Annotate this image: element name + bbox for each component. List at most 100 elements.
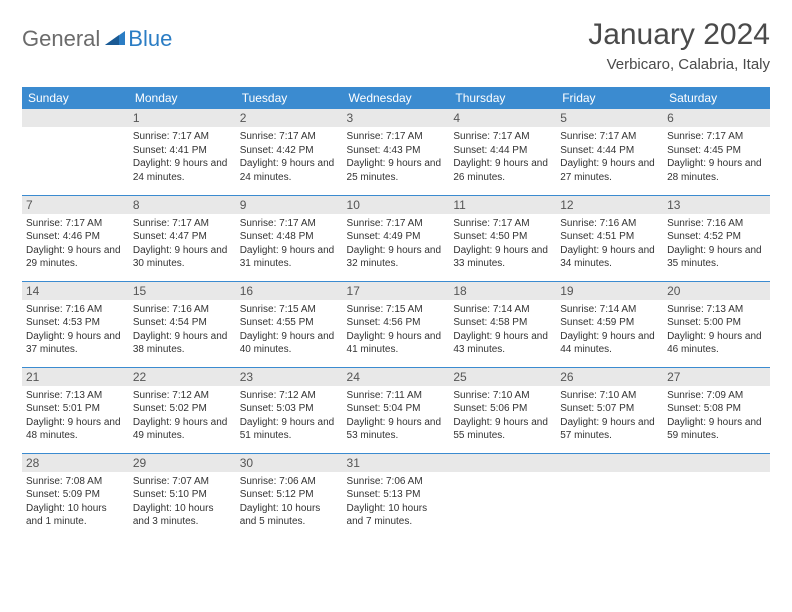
- sunrise-text: Sunrise: 7:08 AM: [26, 475, 125, 489]
- day-info: Sunrise: 7:13 AMSunset: 5:01 PMDaylight:…: [26, 389, 125, 443]
- daylight-text: Daylight: 9 hours and 57 minutes.: [560, 416, 659, 443]
- calendar-day-cell: 24Sunrise: 7:11 AMSunset: 5:04 PMDayligh…: [343, 367, 450, 453]
- sunset-text: Sunset: 5:09 PM: [26, 488, 125, 502]
- sunrise-text: Sunrise: 7:15 AM: [347, 303, 446, 317]
- day-number: 28: [22, 454, 129, 472]
- daylight-text: Daylight: 9 hours and 25 minutes.: [347, 157, 446, 184]
- sunrise-text: Sunrise: 7:17 AM: [347, 217, 446, 231]
- sunrise-text: Sunrise: 7:17 AM: [347, 130, 446, 144]
- daylight-text: Daylight: 9 hours and 35 minutes.: [667, 244, 766, 271]
- day-number: 18: [449, 282, 556, 300]
- day-info: Sunrise: 7:06 AMSunset: 5:12 PMDaylight:…: [240, 475, 339, 529]
- calendar-day-cell: 11Sunrise: 7:17 AMSunset: 4:50 PMDayligh…: [449, 195, 556, 281]
- day-info: Sunrise: 7:15 AMSunset: 4:55 PMDaylight:…: [240, 303, 339, 357]
- sunrise-text: Sunrise: 7:17 AM: [453, 130, 552, 144]
- calendar-day-cell: 21Sunrise: 7:13 AMSunset: 5:01 PMDayligh…: [22, 367, 129, 453]
- day-number: 16: [236, 282, 343, 300]
- calendar-day-cell: 23 Sunrise: 7:12 AMSunset: 5:03 PMDayligh…: [236, 367, 343, 453]
- calendar-day-cell: 17Sunrise: 7:15 AMSunset: 4:56 PMDayligh…: [343, 281, 450, 367]
- day-number: 9: [236, 196, 343, 214]
- sunrise-text: Sunrise: 7:07 AM: [133, 475, 232, 489]
- calendar-day-cell: 20Sunrise: 7:13 AMSunset: 5:00 PMDayligh…: [663, 281, 770, 367]
- weekday-header-row: Sunday Monday Tuesday Wednesday Thursday…: [22, 87, 770, 109]
- sunset-text: Sunset: 5:08 PM: [667, 402, 766, 416]
- day-info: Sunrise: 7:17 AMSunset: 4:45 PMDaylight:…: [667, 130, 766, 184]
- daylight-text: Daylight: 9 hours and 32 minutes.: [347, 244, 446, 271]
- day-number: 11: [449, 196, 556, 214]
- day-info: Sunrise: 7:08 AMSunset: 5:09 PMDaylight:…: [26, 475, 125, 529]
- day-info: Sunrise: 7:12 AMSunset: 5:03 PMDaylight:…: [240, 389, 339, 443]
- sunrise-text: Sunrise: 7:17 AM: [240, 217, 339, 231]
- day-number: 22: [129, 368, 236, 386]
- daylight-text: Daylight: 10 hours and 5 minutes.: [240, 502, 339, 529]
- calendar-day-cell: [449, 453, 556, 539]
- calendar-day-cell: 27Sunrise: 7:09 AMSunset: 5:08 PMDayligh…: [663, 367, 770, 453]
- sunrise-text: Sunrise: 7:13 AM: [26, 389, 125, 403]
- day-number: 31: [343, 454, 450, 472]
- sunrise-text: Sunrise: 7:17 AM: [240, 130, 339, 144]
- sunset-text: Sunset: 4:50 PM: [453, 230, 552, 244]
- day-number: 26: [556, 368, 663, 386]
- location-label: Verbicaro, Calabria, Italy: [588, 56, 770, 73]
- day-number: 20: [663, 282, 770, 300]
- calendar-day-cell: 2Sunrise: 7:17 AMSunset: 4:42 PMDaylight…: [236, 109, 343, 195]
- daylight-text: Daylight: 9 hours and 38 minutes.: [133, 330, 232, 357]
- calendar-day-cell: 26 Sunrise: 7:10 AMSunset: 5:07 PMDayligh…: [556, 367, 663, 453]
- sunrise-text: Sunrise: 7:17 AM: [453, 217, 552, 231]
- daylight-text: Daylight: 9 hours and 24 minutes.: [133, 157, 232, 184]
- sunset-text: Sunset: 4:47 PM: [133, 230, 232, 244]
- day-info: Sunrise: 7:17 AMSunset: 4:42 PMDaylight:…: [240, 130, 339, 184]
- sunset-text: Sunset: 4:48 PM: [240, 230, 339, 244]
- calendar-day-cell: 4Sunrise: 7:17 AMSunset: 4:44 PMDaylight…: [449, 109, 556, 195]
- daylight-text: Daylight: 9 hours and 28 minutes.: [667, 157, 766, 184]
- day-info: Sunrise: 7:16 AMSunset: 4:53 PMDaylight:…: [26, 303, 125, 357]
- sunrise-text: Sunrise: 7:15 AM: [240, 303, 339, 317]
- day-info: Sunrise: 7:17 AMSunset: 4:47 PMDaylight:…: [133, 217, 232, 271]
- sunset-text: Sunset: 5:07 PM: [560, 402, 659, 416]
- calendar-week-row: 1Sunrise: 7:17 AMSunset: 4:41 PMDaylight…: [22, 109, 770, 195]
- day-info: Sunrise: 7:16 AMSunset: 4:52 PMDaylight:…: [667, 217, 766, 271]
- calendar-week-row: 7Sunrise: 7:17 AMSunset: 4:46 PMDaylight…: [22, 195, 770, 281]
- sunrise-text: Sunrise: 7:09 AM: [667, 389, 766, 403]
- calendar-day-cell: 14Sunrise: 7:16 AMSunset: 4:53 PMDayligh…: [22, 281, 129, 367]
- calendar-week-row: 14Sunrise: 7:16 AMSunset: 4:53 PMDayligh…: [22, 281, 770, 367]
- day-number: 25: [449, 368, 556, 386]
- sunset-text: Sunset: 4:52 PM: [667, 230, 766, 244]
- sunset-text: Sunset: 4:53 PM: [26, 316, 125, 330]
- calendar-day-cell: 7Sunrise: 7:17 AMSunset: 4:46 PMDaylight…: [22, 195, 129, 281]
- sunset-text: Sunset: 5:13 PM: [347, 488, 446, 502]
- logo-text-general: General: [22, 26, 100, 52]
- sunrise-text: Sunrise: 7:10 AM: [453, 389, 552, 403]
- day-info: Sunrise: 7:10 AMSunset: 5:06 PMDaylight:…: [453, 389, 552, 443]
- day-number: 30: [236, 454, 343, 472]
- sunset-text: Sunset: 4:59 PM: [560, 316, 659, 330]
- daylight-text: Daylight: 9 hours and 29 minutes.: [26, 244, 125, 271]
- calendar-day-cell: 28 Sunrise: 7:08 AMSunset: 5:09 PMDayligh…: [22, 453, 129, 539]
- logo-triangle-icon: [105, 28, 125, 51]
- day-number: 1: [129, 109, 236, 127]
- day-info: Sunrise: 7:17 AMSunset: 4:49 PMDaylight:…: [347, 217, 446, 271]
- sunset-text: Sunset: 5:10 PM: [133, 488, 232, 502]
- day-info: Sunrise: 7:06 AMSunset: 5:13 PMDaylight:…: [347, 475, 446, 529]
- calendar-day-cell: 13Sunrise: 7:16 AMSunset: 4:52 PMDayligh…: [663, 195, 770, 281]
- sunset-text: Sunset: 5:12 PM: [240, 488, 339, 502]
- sunrise-text: Sunrise: 7:14 AM: [453, 303, 552, 317]
- calendar-day-cell: 22Sunrise: 7:12 AMSunset: 5:02 PMDayligh…: [129, 367, 236, 453]
- daylight-text: Daylight: 9 hours and 53 minutes.: [347, 416, 446, 443]
- sunset-text: Sunset: 4:43 PM: [347, 144, 446, 158]
- sunset-text: Sunset: 5:03 PM: [240, 402, 339, 416]
- day-number: 23: [236, 368, 343, 386]
- daylight-text: Daylight: 9 hours and 24 minutes.: [240, 157, 339, 184]
- day-info: Sunrise: 7:17 AMSunset: 4:43 PMDaylight:…: [347, 130, 446, 184]
- calendar-day-cell: 25 Sunrise: 7:10 AMSunset: 5:06 PMDayligh…: [449, 367, 556, 453]
- logo-text-blue: Blue: [128, 26, 172, 52]
- calendar-day-cell: 8Sunrise: 7:17 AMSunset: 4:47 PMDaylight…: [129, 195, 236, 281]
- sunrise-text: Sunrise: 7:10 AM: [560, 389, 659, 403]
- sunrise-text: Sunrise: 7:16 AM: [560, 217, 659, 231]
- daylight-text: Daylight: 10 hours and 1 minute.: [26, 502, 125, 529]
- day-info: Sunrise: 7:17 AMSunset: 4:46 PMDaylight:…: [26, 217, 125, 271]
- day-number: 17: [343, 282, 450, 300]
- calendar-day-cell: 1Sunrise: 7:17 AMSunset: 4:41 PMDaylight…: [129, 109, 236, 195]
- calendar-week-row: 28Sunrise: 7:08 AMSunset: 5:09 PMDayligh…: [22, 453, 770, 539]
- sunrise-text: Sunrise: 7:13 AM: [667, 303, 766, 317]
